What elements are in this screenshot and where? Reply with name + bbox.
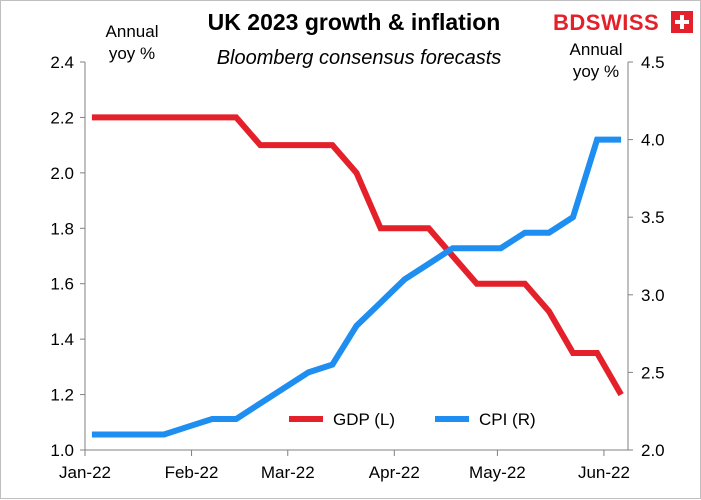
right-axis-label-line2: yoy % <box>573 62 619 81</box>
right-tick-label: 4.0 <box>641 131 665 150</box>
legend-label-cpi: CPI (R) <box>479 410 536 429</box>
brand-logo-text: BDSWISS <box>553 10 659 35</box>
right-tick-label: 2.0 <box>641 441 665 460</box>
left-tick-label: 1.6 <box>50 275 74 294</box>
right-tick-label: 3.5 <box>641 208 665 227</box>
right-axis-label-line1: Annual <box>570 40 623 59</box>
left-tick-label: 1.0 <box>50 441 74 460</box>
right-tick-label: 3.0 <box>641 286 665 305</box>
left-tick-label: 2.4 <box>50 53 74 72</box>
legend: GDP (L) CPI (R) <box>289 410 536 429</box>
left-tick-label: 1.4 <box>50 330 74 349</box>
left-tick-label: 1.8 <box>50 219 74 238</box>
left-axis-label-line2: yoy % <box>109 44 155 63</box>
gdp-series-line <box>91 114 624 397</box>
x-tick-label: Feb-22 <box>165 463 219 482</box>
right-tick-label: 2.5 <box>641 363 665 382</box>
series-lines <box>91 114 624 438</box>
brand-logo: BDSWISS <box>553 10 693 35</box>
x-tick-label: Mar-22 <box>261 463 315 482</box>
cpi-series-line <box>91 136 622 438</box>
chart-title: UK 2023 growth & inflation <box>208 9 501 35</box>
left-axis-label-line1: Annual <box>106 22 159 41</box>
x-tick-label: Jun-22 <box>578 463 630 482</box>
left-tick-label: 2.0 <box>50 164 74 183</box>
axes: 1.0 1.2 1.4 1.6 1.8 2.0 2.2 2.4 2.0 2.5 3.0 3.5 4.0 4… <box>50 53 664 482</box>
x-tick-label: Jan-22 <box>59 463 111 482</box>
brand-plus-icon <box>671 11 693 33</box>
left-tick-label: 1.2 <box>50 386 74 405</box>
x-tick-label: May-22 <box>469 463 526 482</box>
legend-label-gdp: GDP (L) <box>333 410 395 429</box>
chart-subtitle: Bloomberg consensus forecasts <box>217 47 502 69</box>
right-tick-label: 4.5 <box>641 53 665 72</box>
x-tick-label: Apr-22 <box>369 463 420 482</box>
left-tick-label: 2.2 <box>50 108 74 127</box>
